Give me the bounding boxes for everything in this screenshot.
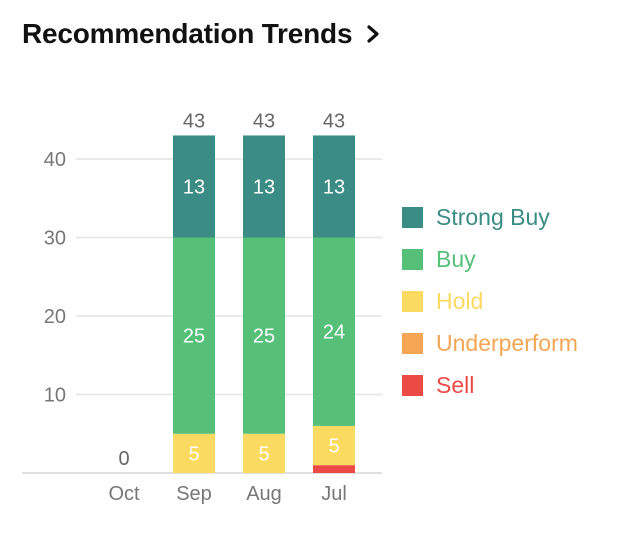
y-tick-label: 30 [44,228,66,250]
segment-value-label: 5 [328,436,339,458]
segment-value-label: 5 [188,443,199,465]
legend-swatch [402,374,423,396]
chart-legend: Strong Buy Buy Hold Underperform Sell [402,196,578,406]
segment-value-label: 24 [323,322,345,344]
bar-segment-buy [173,237,215,434]
legend-item-sell[interactable]: Sell [402,364,578,406]
y-tick-label: 20 [44,306,66,328]
segment-value-label: 13 [183,176,205,198]
segment-value-label: 13 [253,176,275,198]
legend-label: Buy [436,245,476,272]
legend-item-hold[interactable]: Hold [402,280,578,322]
bar-segment-strong-buy [173,135,215,238]
bar-total-label: 43 [183,110,205,132]
legend-item-underperform[interactable]: Underperform [402,322,578,364]
legend-swatch [402,332,423,354]
y-tick-label: 10 [44,385,66,407]
bar-segment-buy [243,237,285,434]
bar-segment-hold [173,433,215,473]
bar-segment-buy [313,237,355,426]
x-tick-label: Oct [108,483,140,505]
bar-total-label: 43 [323,110,345,132]
legend-item-buy[interactable]: Buy [402,238,578,280]
x-tick-label: Jul [321,483,347,505]
legend-item-strong-buy[interactable]: Strong Buy [402,196,578,238]
chevron-right-icon [367,25,379,43]
bar-total-label: 43 [253,110,275,132]
bar-segment-hold [243,433,285,473]
segment-value-label: 5 [258,443,269,465]
legend-swatch [402,206,423,228]
segment-value-label: 25 [183,326,205,348]
y-tick-label: 40 [44,149,66,171]
legend-label: Strong Buy [436,203,550,230]
segment-value-label: 25 [253,326,275,348]
bar-total-label: 0 [118,448,129,470]
legend-label: Hold [436,287,484,314]
chart-title: Recommendation Trends [22,18,353,49]
x-tick-label: Aug [246,483,282,505]
bar-segment-strong-buy [243,135,285,238]
legend-swatch [402,290,423,312]
legend-label: Sell [436,371,475,398]
segment-value-label: 13 [323,176,345,198]
legend-swatch [402,248,423,270]
legend-label: Underperform [436,329,578,356]
bar-segment-hold [313,425,355,466]
section-header[interactable]: Recommendation Trends [22,18,382,50]
bar-segment-sell [313,465,355,473]
bar-segment-strong-buy [313,135,355,238]
x-tick-label: Sep [176,483,212,505]
